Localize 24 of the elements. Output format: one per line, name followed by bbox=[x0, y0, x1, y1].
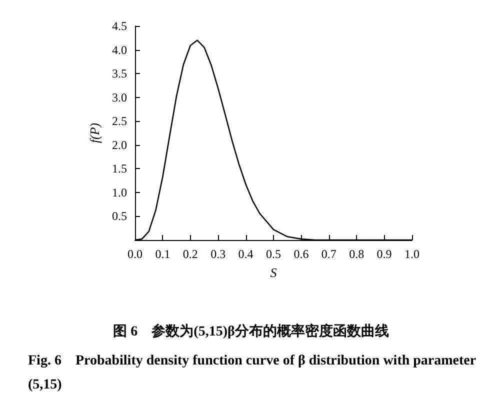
y-tick-label: 3.0 bbox=[112, 90, 127, 104]
y-tick-label: 3.5 bbox=[112, 66, 127, 81]
y-tick-label: 4.5 bbox=[112, 19, 127, 33]
text: 图 6 参数为(5,15)β分布的概率密度函数曲线 bbox=[113, 322, 389, 340]
x-tick-label: 0.3 bbox=[210, 247, 226, 261]
x-tick-label: 0.7 bbox=[321, 247, 336, 261]
x-tick-label: 0.9 bbox=[376, 247, 392, 261]
y-tick-label: 2.0 bbox=[112, 138, 127, 152]
x-tick-label: 0.0 bbox=[128, 247, 142, 261]
y-tick-label: 2.5 bbox=[112, 114, 127, 128]
y-tick-label: 1.0 bbox=[112, 185, 127, 200]
y-tick-label: 1.5 bbox=[112, 162, 127, 176]
x-tick-label: 0.5 bbox=[266, 247, 281, 261]
x-axis-title: S bbox=[270, 265, 278, 280]
x-tick-label: 0.8 bbox=[349, 247, 364, 261]
x-tick-label: 0.6 bbox=[294, 247, 309, 261]
x-tick-label: 0.2 bbox=[182, 247, 198, 261]
y-tick-label: 4.0 bbox=[112, 42, 127, 57]
x-tick-label: 0.1 bbox=[155, 247, 170, 261]
x-tick-label: 1.0 bbox=[404, 247, 420, 261]
y-tick-label: 0.5 bbox=[112, 209, 127, 224]
text: Fig. 6 Probability density function curve of β distribution with parameter (5,15) bbox=[28, 354, 480, 392]
y-axis-title: f(P) bbox=[87, 122, 102, 144]
x-tick-label: 0.4 bbox=[238, 247, 254, 261]
